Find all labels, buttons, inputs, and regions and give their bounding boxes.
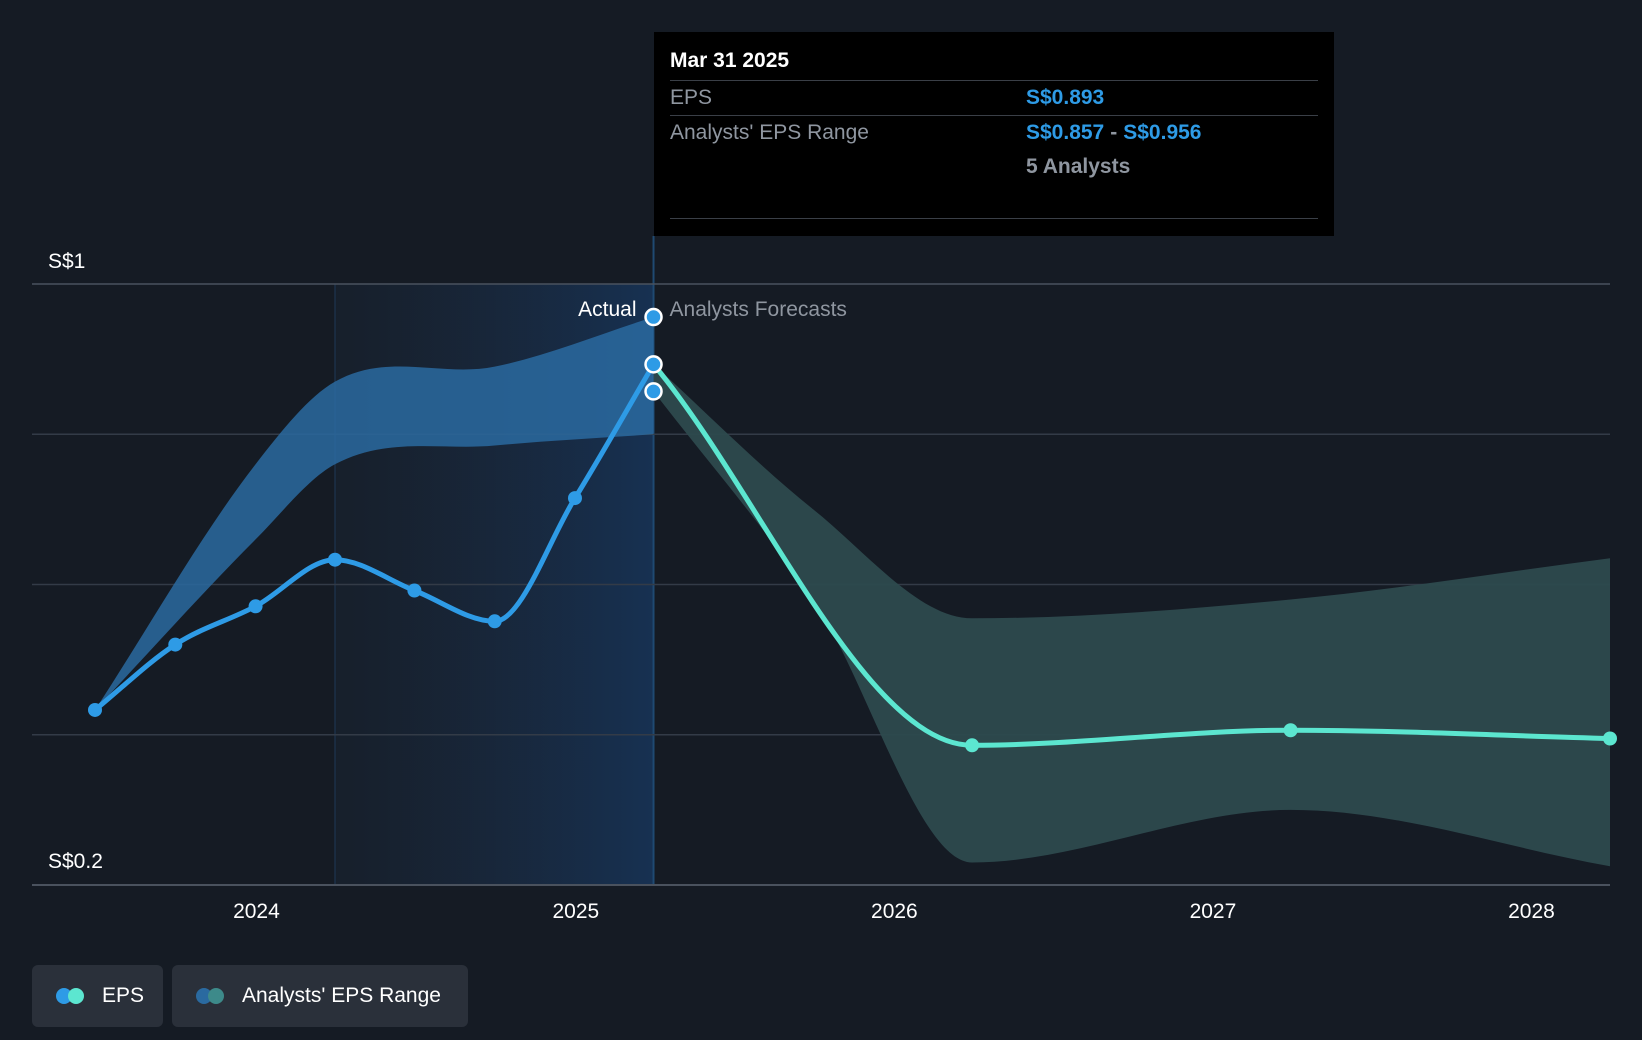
actual-eps-point	[567, 491, 582, 506]
chart-labels: S$1 S$0.2 2024 2025 2026 2027 2028 Actual Analys…	[48, 250, 1555, 923]
divider-marker	[644, 382, 663, 401]
actual-eps-point	[88, 702, 102, 717]
divider-marker	[644, 307, 663, 327]
tooltip-range-row: Analysts' EPS Range S$0.857 - S$0.956	[670, 116, 1318, 150]
tooltip-analysts-count: 5 Analysts	[1026, 155, 1131, 178]
range-areas	[95, 317, 1610, 867]
actual-eps-point	[168, 637, 183, 652]
actual-eps-point	[407, 583, 422, 598]
tooltip-date: Mar 31 2025	[670, 46, 1318, 81]
legend-range-label: Analysts' EPS Range	[242, 984, 441, 1007]
legend-eps-icon	[56, 988, 86, 1004]
tooltip-analysts-row: 5 Analysts	[670, 150, 1318, 184]
eps-points	[88, 307, 1617, 753]
forecast-range-area	[653, 364, 1610, 867]
legend-range-icon	[196, 988, 226, 1004]
y-axis-top-label: S$1	[48, 250, 85, 273]
tooltip-range-low: S$0.857	[1026, 121, 1105, 144]
actual-eps-point	[248, 599, 263, 614]
tooltip-divider	[670, 218, 1318, 219]
forecast-zone-label: Analysts Forecasts	[670, 298, 847, 321]
legend-eps-button[interactable]: EPS	[32, 965, 163, 1027]
x-tick-label: 2024	[233, 900, 280, 923]
x-tick-label: 2028	[1508, 900, 1555, 923]
forecast-eps-line	[651, 361, 1613, 748]
y-axis-bottom-label: S$0.2	[48, 850, 103, 873]
x-tick-label: 2026	[871, 900, 918, 923]
forecast-eps-point	[1603, 731, 1617, 746]
actual-zone-label: Actual	[578, 298, 636, 321]
tooltip-range-separator: -	[1110, 121, 1118, 144]
divider-marker	[644, 355, 663, 374]
tooltip-range-high: S$0.956	[1123, 121, 1202, 144]
legend-range-button[interactable]: Analysts' EPS Range	[172, 965, 468, 1027]
tooltip-eps-value: S$0.893	[1026, 86, 1105, 109]
actual-eps-point	[327, 552, 342, 567]
tooltip: Mar 31 2025 EPS S$0.893 Analysts' EPS Ra…	[654, 32, 1334, 236]
tooltip-range-label: Analysts' EPS Range	[670, 121, 869, 144]
actual-range-area	[95, 317, 654, 710]
x-tick-label: 2025	[552, 900, 599, 923]
forecast-eps-point	[965, 738, 980, 753]
tooltip-eps-label: EPS	[670, 86, 713, 109]
forecast-eps-point	[1283, 723, 1298, 738]
tooltip-eps-row: EPS S$0.893	[670, 81, 1318, 116]
x-tick-label: 2027	[1190, 900, 1237, 923]
actual-eps-point	[487, 614, 502, 629]
legend-eps-label: EPS	[102, 984, 145, 1007]
